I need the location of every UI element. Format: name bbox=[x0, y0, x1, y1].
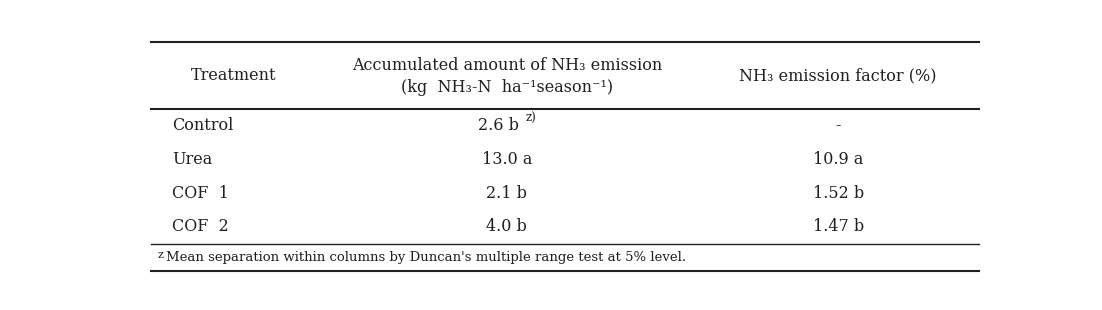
Text: 4.0 b: 4.0 b bbox=[486, 219, 527, 236]
Text: -: - bbox=[835, 117, 841, 135]
Text: 1.47 b: 1.47 b bbox=[812, 219, 864, 236]
Text: 2.6 b: 2.6 b bbox=[478, 117, 519, 135]
Text: 2.1 b: 2.1 b bbox=[486, 185, 527, 202]
Text: Accumulated amount of NH₃ emission: Accumulated amount of NH₃ emission bbox=[352, 57, 662, 74]
Text: z: z bbox=[158, 250, 163, 260]
Text: Treatment: Treatment bbox=[191, 67, 277, 84]
Text: Urea: Urea bbox=[172, 151, 213, 168]
Text: 10.9 a: 10.9 a bbox=[813, 151, 863, 168]
Text: 13.0 a: 13.0 a bbox=[482, 151, 532, 168]
Text: z): z) bbox=[526, 112, 537, 125]
Text: Mean separation within columns by Duncan's multiple range test at 5% level.: Mean separation within columns by Duncan… bbox=[166, 251, 687, 264]
Text: 1.52 b: 1.52 b bbox=[812, 185, 864, 202]
Text: COF  1: COF 1 bbox=[172, 185, 229, 202]
Text: COF  2: COF 2 bbox=[172, 219, 228, 236]
Text: (kg  NH₃-N  ha⁻¹season⁻¹): (kg NH₃-N ha⁻¹season⁻¹) bbox=[401, 79, 613, 96]
Text: Control: Control bbox=[172, 117, 234, 135]
Text: NH₃ emission factor (%): NH₃ emission factor (%) bbox=[739, 67, 937, 84]
